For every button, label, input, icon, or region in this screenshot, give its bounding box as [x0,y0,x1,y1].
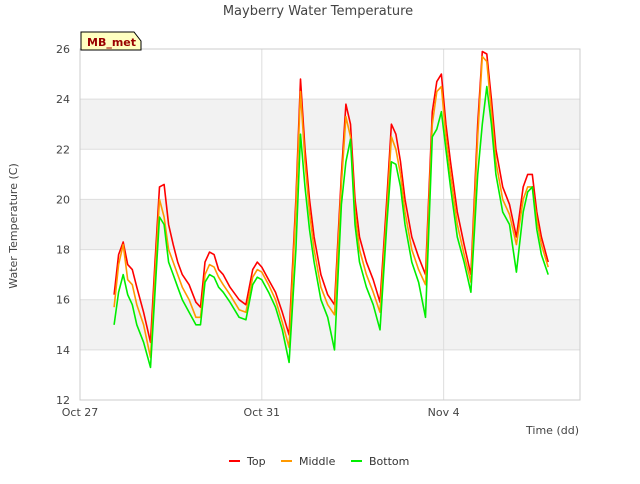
y-tick-label: 24 [56,93,70,106]
legend-label: Middle [299,455,336,468]
y-tick-label: 14 [56,344,70,357]
x-tick-label: Nov 4 [428,406,460,419]
y-tick-label: 16 [56,294,70,307]
background-bands [80,99,580,350]
legend-label: Bottom [369,455,409,468]
plot-frame [79,48,581,401]
y-tick-label: 26 [56,43,70,56]
series-lines [113,50,549,369]
legend: Top Middle Bottom [229,455,409,468]
y-tick-label: 20 [56,193,70,206]
y-axis-ticks: 12 14 16 18 20 22 24 26 [56,43,70,407]
y-tick-label: 22 [56,143,70,156]
legend-label: Top [246,455,266,468]
station-annotation: MB_met [80,31,142,51]
legend-item-top: Top [229,455,266,468]
annotation-box [80,31,142,51]
series-line-bottom [113,85,549,369]
background-band [80,199,580,250]
y-tick-label: 18 [56,244,70,257]
series-line-top [113,50,549,344]
legend-item-bottom: Bottom [351,455,409,468]
x-tick-label: Oct 31 [244,406,281,419]
legend-item-middle: Middle [281,455,336,468]
x-axis-ticks: Oct 27 Oct 31 Nov 4 [62,406,460,419]
x-axis-label: Time (dd) [525,424,579,437]
x-tick-label: Oct 27 [62,406,99,419]
annotation-label: MB_met [87,36,136,49]
y-tick-label: 12 [56,394,70,407]
chart-title: Mayberry Water Temperature [223,4,413,19]
background-band [80,99,580,150]
y-axis-label: Water Temperature (C) [7,163,20,288]
series-line-middle [113,55,549,359]
